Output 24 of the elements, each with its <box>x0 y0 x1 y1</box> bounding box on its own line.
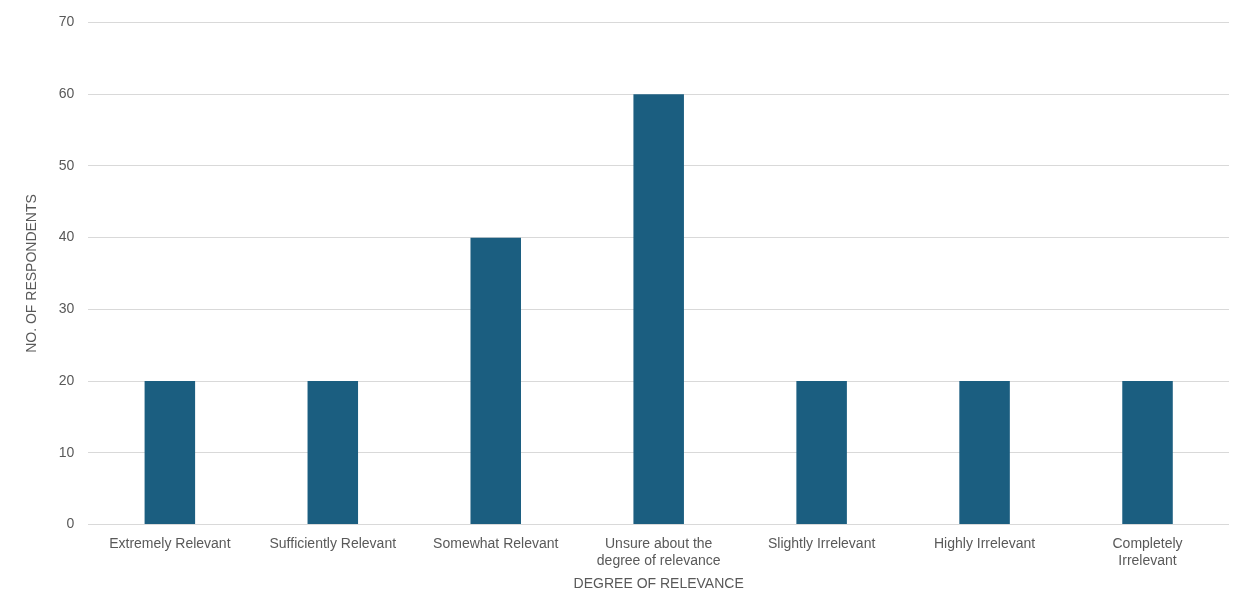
y-tick-label: 40 <box>58 228 75 245</box>
y-axis-title: NO. OF RESPONDENTS <box>23 194 40 353</box>
y-tick-label: 50 <box>58 156 75 173</box>
bar <box>796 381 847 525</box>
bar <box>633 94 684 525</box>
bar <box>959 381 1010 525</box>
bar <box>470 237 521 525</box>
y-tick-label: 0 <box>66 515 75 532</box>
y-tick-label: 20 <box>58 371 75 388</box>
y-tick-label: 70 <box>58 13 75 30</box>
x-axis-title: DEGREE OF RELEVANCE <box>573 575 744 592</box>
x-tick-label: Unsure about the degree of relevance <box>596 534 721 568</box>
bar <box>307 381 359 525</box>
bar <box>144 381 196 525</box>
bar <box>1122 381 1173 525</box>
x-tick-label: Highly Irrelevant <box>934 534 1036 551</box>
y-tick-label: 60 <box>58 85 75 101</box>
x-tick-label: Somewhat Relevant <box>433 534 559 551</box>
x-tick-label: Completely Irrelevant <box>1112 534 1183 568</box>
x-tick-label: Extremely Relevant <box>109 534 231 551</box>
y-tick-label: 30 <box>58 300 75 317</box>
x-tick-label: Sufficiently Relevant <box>269 534 397 551</box>
x-tick-label: Slightly Irrelevant <box>767 534 876 551</box>
y-tick-label: 10 <box>58 443 75 460</box>
